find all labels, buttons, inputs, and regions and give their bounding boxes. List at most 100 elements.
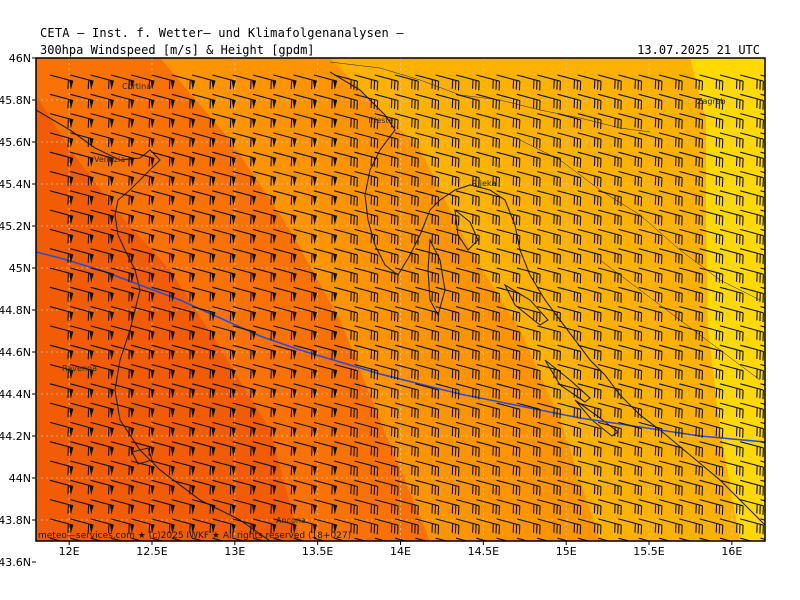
wind-barb (191, 267, 216, 283)
wind-barb (49, 93, 74, 110)
wind-barb (374, 402, 399, 419)
wind-barb (719, 267, 744, 284)
wind-barb (516, 93, 541, 110)
wind-barb (313, 151, 338, 168)
wind-barb (638, 151, 663, 168)
wind-barb (699, 537, 713, 541)
wind-barb (516, 499, 541, 516)
wind-barb (537, 537, 550, 541)
wind-barb (313, 132, 338, 148)
wind-barb (699, 228, 724, 245)
wind-barb (171, 460, 196, 476)
wind-barb (699, 190, 724, 207)
wind-barb (273, 248, 297, 264)
wind-barb (597, 537, 611, 541)
wind-barb (49, 190, 74, 206)
wind-barb (557, 93, 582, 110)
wind-barb (252, 479, 277, 496)
wind-barb (638, 74, 663, 91)
wind-barb (597, 190, 622, 207)
wind-barb (334, 537, 347, 541)
wind-barb (679, 518, 704, 535)
wind-barb (415, 267, 440, 284)
wind-barb (394, 151, 419, 168)
wind-barb (537, 190, 561, 207)
wind-barb (394, 344, 419, 361)
wind-barb (354, 460, 379, 477)
wind-barb (597, 286, 622, 303)
wind-barb (638, 209, 663, 226)
wind-barb (618, 499, 643, 516)
wind-barb (70, 344, 94, 361)
wind-barb (658, 421, 683, 438)
wind-barb (557, 325, 582, 342)
wind-barb (171, 248, 196, 264)
wind-barb (577, 421, 602, 438)
wind-barb (618, 518, 643, 535)
wind-barb (435, 151, 460, 168)
wind-barb (455, 441, 480, 458)
wind-barb (496, 479, 521, 496)
wind-barb (374, 132, 399, 149)
wind-barb (252, 363, 277, 380)
wind-barb (496, 190, 521, 207)
wind-barb (496, 460, 521, 477)
lon-tick-label: 14.5E (468, 545, 499, 558)
wind-barb (455, 383, 480, 400)
wind-barb (618, 421, 643, 438)
wind-barb (90, 151, 114, 168)
wind-barb (577, 325, 602, 342)
wind-barb (476, 248, 501, 265)
wind-barb (597, 74, 622, 91)
wind-barb (557, 209, 582, 226)
wind-barb (293, 113, 317, 129)
wind-barb (273, 267, 297, 283)
valid-time: 13.07.2025 21 UTC (637, 43, 760, 57)
wind-barb (537, 248, 561, 265)
wind-barb (658, 537, 672, 541)
wind-barb (740, 267, 764, 284)
wind-barb (90, 383, 114, 399)
wind-barb (334, 248, 358, 265)
wind-barb (455, 228, 480, 245)
wind-barb (354, 402, 379, 419)
wind-barb (313, 460, 338, 476)
wind-barb (313, 402, 338, 419)
wind-barb (435, 421, 460, 438)
wind-barb (740, 306, 764, 323)
wind-barb (293, 209, 317, 226)
wind-barb (131, 325, 155, 341)
wind-barb (110, 170, 135, 187)
wind-barb (577, 190, 602, 207)
wind-barb (293, 267, 317, 283)
wind-barb (273, 460, 297, 476)
wind-barb (191, 479, 216, 496)
wind-barb (232, 248, 257, 264)
wind-barb (597, 228, 622, 245)
wind-barb (496, 421, 521, 438)
model-title: CETA — Inst. f. Wetter— und Klimafolgena… (40, 26, 404, 40)
wind-barb (516, 441, 541, 458)
wind-barb (90, 267, 114, 283)
wind-barb (719, 248, 744, 265)
wind-barb (374, 248, 399, 265)
wind-barb (435, 286, 460, 303)
wind-barb (232, 499, 257, 515)
wind-barb (374, 170, 399, 187)
wind-barb (394, 74, 419, 91)
wind-barb (618, 170, 643, 187)
wind-barb (516, 421, 541, 438)
wind-barb (313, 93, 338, 110)
wind-barb (435, 383, 460, 400)
wind-barb (415, 460, 440, 477)
wind-barb (476, 74, 501, 91)
wind-barb (557, 479, 582, 496)
wind-barb (313, 518, 338, 534)
wind-barb (679, 170, 704, 187)
wind-barb (354, 228, 379, 245)
wind-barb (618, 402, 643, 419)
lat-tick-label: 44.8N (0, 304, 31, 317)
wind-barb (49, 267, 74, 283)
wind-barb (293, 306, 317, 322)
